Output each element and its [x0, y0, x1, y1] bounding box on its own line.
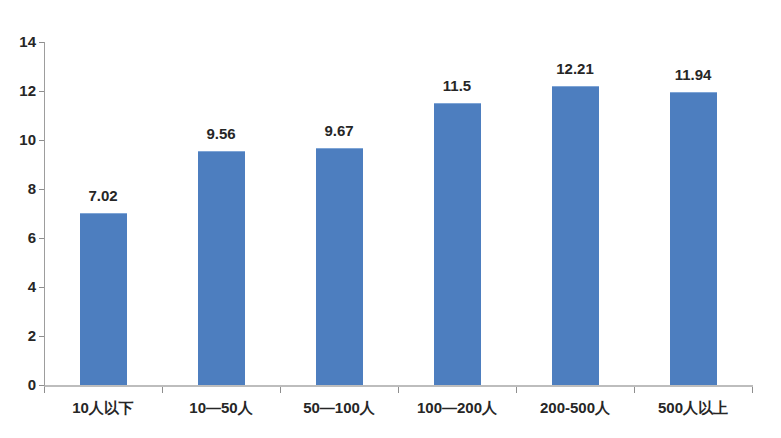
y-tick-mark [39, 336, 44, 337]
bar-value-label: 12.21 [535, 59, 615, 79]
x-category-label: 10—50人 [162, 398, 280, 418]
y-tick-label: 8 [0, 180, 36, 198]
x-tick-mark [398, 387, 399, 393]
bar-value-label: 9.56 [181, 124, 261, 144]
x-category-label: 10人以下 [44, 398, 162, 418]
bar [670, 92, 717, 385]
bar-value-label: 11.5 [417, 76, 497, 96]
y-tick-label: 4 [0, 278, 36, 296]
y-tick-mark [39, 91, 44, 92]
bar [552, 86, 599, 385]
x-tick-mark [44, 387, 45, 393]
x-tick-mark [634, 387, 635, 393]
x-tick-mark [516, 387, 517, 393]
y-tick-mark [39, 189, 44, 190]
y-tick-label: 14 [0, 33, 36, 51]
plot-area [44, 42, 753, 387]
x-tick-mark [280, 387, 281, 393]
y-tick-mark [39, 385, 44, 386]
x-category-label: 500人以上 [634, 398, 752, 418]
x-category-label: 200-500人 [516, 398, 634, 418]
bar-chart: 0 2 4 6 8 10 12 14 7.02 10人以下 9.56 10—50人 9.67 50—100… [0, 0, 781, 438]
y-tick-label: 0 [0, 376, 36, 394]
bar-value-label: 9.67 [299, 121, 379, 141]
x-category-label: 50—100人 [280, 398, 398, 418]
bar [316, 148, 363, 385]
x-category-label: 100—200人 [398, 398, 516, 418]
x-tick-mark [162, 387, 163, 393]
y-tick-label: 10 [0, 131, 36, 149]
bar [80, 213, 127, 385]
bar [434, 103, 481, 385]
y-tick-label: 12 [0, 82, 36, 100]
y-tick-mark [39, 140, 44, 141]
bar [198, 151, 245, 385]
y-tick-mark [39, 42, 44, 43]
y-tick-label: 2 [0, 327, 36, 345]
bar-value-label: 11.94 [653, 65, 733, 85]
y-tick-mark [39, 287, 44, 288]
y-tick-label: 6 [0, 229, 36, 247]
bar-value-label: 7.02 [63, 186, 143, 206]
y-tick-mark [39, 238, 44, 239]
x-tick-mark [752, 387, 753, 393]
